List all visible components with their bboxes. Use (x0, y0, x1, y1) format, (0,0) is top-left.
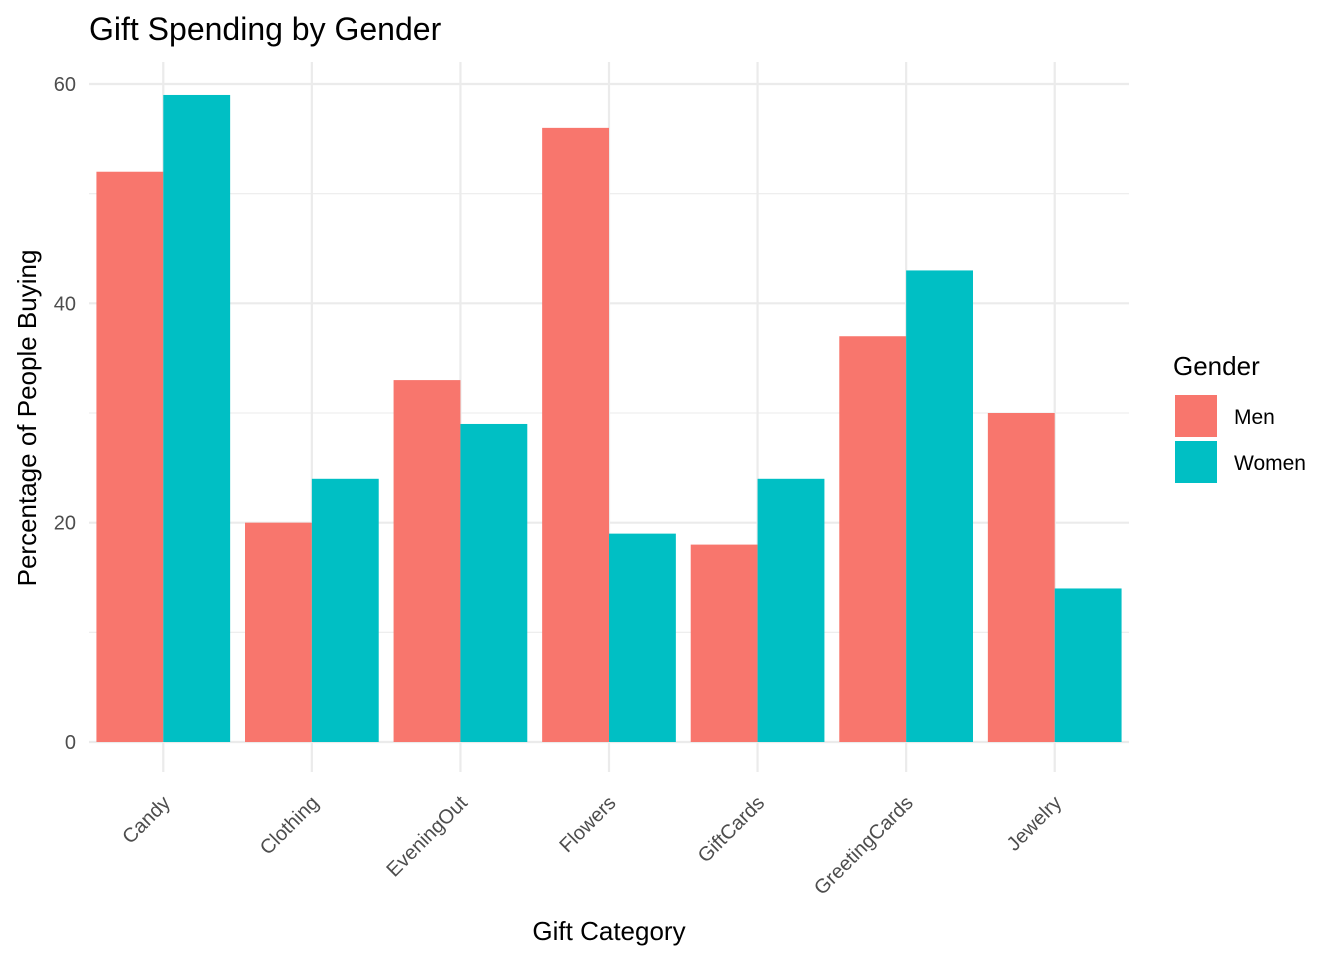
chart-title: Gift Spending by Gender (89, 11, 442, 47)
x-tick-label: Candy (118, 792, 174, 848)
bar-men-eveningout (393, 380, 461, 742)
bar-men-flowers (542, 127, 609, 742)
bar-women-eveningout (460, 423, 528, 742)
y-tick-label: 20 (54, 513, 76, 535)
bar-men-greetingcards (839, 336, 907, 742)
y-tick-label: 60 (54, 74, 76, 96)
bar-men-giftcards (690, 544, 758, 742)
legend-title: Gender (1173, 351, 1260, 381)
y-tick-label: 40 (54, 293, 76, 315)
bar-women-giftcards (757, 478, 825, 742)
legend-label-women: Women (1234, 452, 1306, 475)
bar-men-candy (96, 171, 164, 742)
x-tick-label: Clothing (256, 792, 323, 859)
x-tick-label: EveningOut (383, 792, 473, 882)
y-tick-label: 0 (65, 732, 76, 754)
bars (96, 94, 1122, 742)
bar-women-jewelry (1054, 588, 1122, 742)
bar-women-candy (163, 94, 231, 742)
x-axis-ticks: Candy Clothing EveningOut Flowers GiftCards G… (118, 792, 1066, 900)
y-axis-ticks: 0 20 40 60 (54, 74, 76, 754)
bar-women-flowers (609, 533, 676, 742)
legend-key-men (1175, 395, 1217, 437)
bar-women-clothing (311, 478, 379, 742)
bar-men-jewelry (987, 413, 1055, 742)
x-tick-label: GiftCards (694, 792, 769, 867)
x-tick-label: Flowers (555, 792, 620, 857)
legend-key-women (1175, 441, 1217, 483)
x-tick-label: GreetingCards (810, 792, 918, 900)
legend-label-men: Men (1234, 406, 1275, 429)
bar-women-greetingcards (906, 270, 973, 742)
bar-men-clothing (245, 522, 312, 742)
x-axis-title: Gift Category (532, 916, 685, 946)
legend: Gender Men Women (1173, 351, 1306, 483)
x-tick-label: Jewelry (1003, 792, 1066, 855)
y-axis-title: Percentage of People Buying (12, 250, 42, 587)
